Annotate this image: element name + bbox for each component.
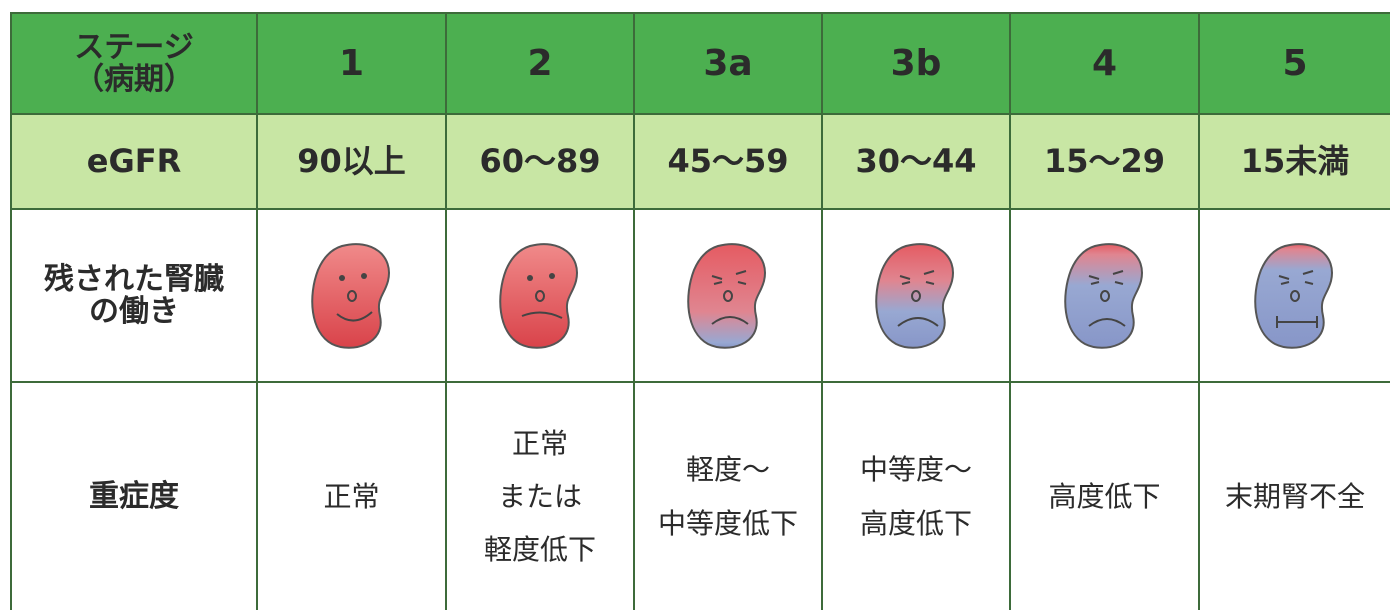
cell-text: 残された腎臓 — [44, 262, 224, 297]
table-cell — [258, 210, 447, 383]
table-cell: 5 — [1200, 12, 1390, 115]
table-cell: 15～29 — [1011, 115, 1200, 210]
cell-text: 1 — [338, 42, 365, 84]
table-cell: eGFR — [10, 115, 258, 210]
cell-text: 15～29 — [1043, 141, 1166, 180]
cell-text: の働き — [89, 293, 179, 329]
table-cell: 中等度～ 高度低下 — [823, 383, 1011, 610]
table-cell — [1200, 210, 1390, 383]
cell-text: 軽度～ — [685, 453, 770, 487]
table-cell — [447, 210, 635, 383]
cell-text: 15未満 — [1240, 141, 1350, 180]
cell-text: ステージ — [74, 30, 194, 65]
kidney-icon — [1254, 242, 1333, 349]
cell-text: （病期） — [74, 61, 194, 97]
cell-text: 5 — [1282, 42, 1308, 84]
kidney-icon — [1063, 242, 1143, 349]
cell-text: 軽度低下 — [483, 533, 596, 567]
cell-text: 3a — [703, 42, 753, 84]
table-cell: 2 — [447, 12, 635, 115]
cell-text: 4 — [1091, 42, 1118, 84]
table-cell: 45～59 — [635, 115, 823, 210]
kidney-icon — [875, 242, 954, 349]
table-cell: 重症度 — [10, 383, 258, 610]
cell-text: eGFR — [86, 141, 182, 180]
cell-text: 中等度低下 — [657, 506, 798, 540]
cell-text: 末期腎不全 — [1224, 479, 1365, 513]
table-cell: 1 — [258, 12, 447, 115]
cell-text: 3b — [890, 42, 942, 84]
table-cell: 正常 または 軽度低下 — [447, 383, 635, 610]
table-cell: 残された腎臓 の働き — [10, 210, 258, 383]
cell-text: 中等度～ — [859, 453, 972, 487]
cell-text: 正常 — [323, 479, 380, 513]
cell-text: 30～44 — [855, 141, 977, 180]
table-cell — [635, 210, 823, 383]
cell-text: 2 — [527, 42, 553, 84]
table-cell: 90以上 — [258, 115, 447, 210]
kidney-icon — [499, 242, 578, 349]
table-cell: ステージ （病期） — [10, 12, 258, 115]
table-cell: 30～44 — [823, 115, 1011, 210]
table-cell: 末期腎不全 — [1200, 383, 1390, 610]
cell-text: 高度低下 — [859, 506, 972, 540]
table-cell: 4 — [1011, 12, 1200, 115]
cell-text: 高度低下 — [1048, 479, 1161, 513]
table-cell: 高度低下 — [1011, 383, 1200, 610]
kidney-icon — [310, 242, 390, 349]
table-cell: 15未満 — [1200, 115, 1390, 210]
cell-text: 90以上 — [297, 141, 406, 180]
cell-text: 45～59 — [667, 141, 789, 180]
table-cell: 60～89 — [447, 115, 635, 210]
table-cell: 軽度～ 中等度低下 — [635, 383, 823, 610]
cell-text: 60～89 — [479, 141, 601, 180]
cell-text: 正常 — [511, 426, 568, 460]
cell-text: または — [497, 479, 582, 513]
table-cell: 3b — [823, 12, 1011, 115]
cell-text: 重症度 — [89, 479, 179, 514]
kidney-icon — [687, 242, 766, 349]
table-cell: 3a — [635, 12, 823, 115]
table-cell — [1011, 210, 1200, 383]
table-cell: 正常 — [258, 383, 447, 610]
table-cell — [823, 210, 1011, 383]
